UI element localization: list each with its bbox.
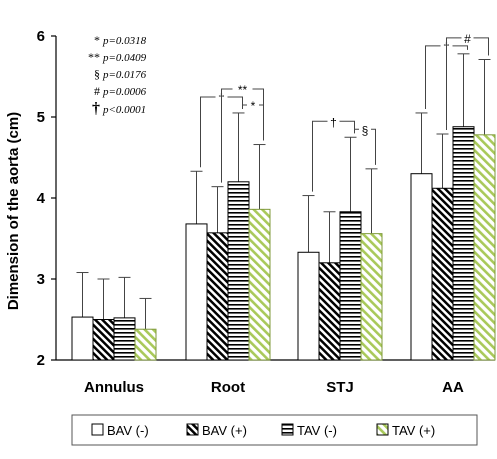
category-label: Root [211, 379, 245, 396]
significance-symbol: ** [238, 83, 248, 97]
note-symbol-5: † [92, 100, 100, 117]
p-value-notes: * p=0.0318 ** p=0.0409 § p=0.0176 # p=0.… [88, 33, 147, 117]
note-text-5: p<0.0001 [102, 104, 146, 116]
note-text-3: p=0.0176 [102, 69, 147, 81]
bar [339, 211, 362, 361]
significance-label-bg [461, 31, 474, 44]
note-symbol-3: § [94, 67, 100, 81]
category-label: AA [442, 379, 464, 396]
y-tick-label: 3 [37, 271, 45, 288]
legend: BAV (-) BAV (+) TAV (-) TAV (+) [71, 414, 478, 446]
bar [71, 316, 94, 361]
bars [71, 126, 496, 361]
significance-label-bg [247, 98, 259, 111]
y-tick-label: 6 [37, 28, 45, 45]
category-labels: Annulus Root STJ AA [84, 379, 464, 396]
significance-bracket [312, 120, 355, 192]
y-tick-label: 5 [37, 109, 45, 126]
bar [248, 208, 271, 361]
y-axis-label: Dimension of the aorta (cm) [5, 112, 22, 310]
legend-swatch-tav-plus [376, 423, 389, 436]
legend-swatch-tav-minus [281, 423, 294, 436]
note-text-2: p=0.0409 [102, 52, 147, 64]
bar [431, 187, 454, 361]
note-text-1: p=0.0318 [102, 35, 147, 47]
note-symbol-4: # [94, 84, 100, 98]
legend-label-tav-plus: TAV (+) [392, 423, 435, 438]
y-tick-label: 4 [37, 190, 46, 207]
bar [318, 262, 341, 361]
bar [410, 173, 433, 361]
bar [297, 251, 320, 361]
bar [92, 319, 115, 361]
significance-symbol: § [362, 123, 369, 137]
significance-bracket [446, 37, 489, 131]
error-bars [76, 53, 491, 330]
note-text-4: p=0.0006 [102, 86, 147, 98]
bar [185, 223, 208, 361]
significance-label-bg [359, 123, 371, 136]
category-label: STJ [326, 379, 354, 396]
legend-label-bav-minus: BAV (-) [107, 423, 149, 438]
significance-label-bg [232, 82, 253, 95]
bar [360, 233, 383, 361]
bar [473, 134, 496, 361]
bar [113, 317, 136, 361]
category-label: Annulus [84, 379, 144, 396]
bar [452, 126, 475, 361]
legend-swatch-bav-plus [186, 423, 199, 436]
significance-symbol: * [251, 99, 256, 113]
legend-box [71, 414, 478, 446]
legend-label-bav-plus: BAV (+) [202, 423, 247, 438]
bar [134, 328, 157, 361]
legend-label-tav-minus: TAV (-) [297, 423, 337, 438]
y-tick-label: 2 [37, 352, 45, 369]
y-axis-ticks: 2 3 4 5 6 [37, 28, 56, 369]
significance-symbol: # [464, 32, 471, 46]
bar [206, 232, 229, 361]
significance-brackets: *†**§††# [200, 31, 489, 192]
significance-symbol: † [330, 115, 337, 129]
note-symbol-2: ** [88, 50, 100, 64]
note-symbol-1: * [94, 33, 100, 47]
bar [227, 181, 250, 361]
legend-swatch-bav-minus [91, 423, 104, 436]
significance-label-bg [327, 115, 340, 128]
